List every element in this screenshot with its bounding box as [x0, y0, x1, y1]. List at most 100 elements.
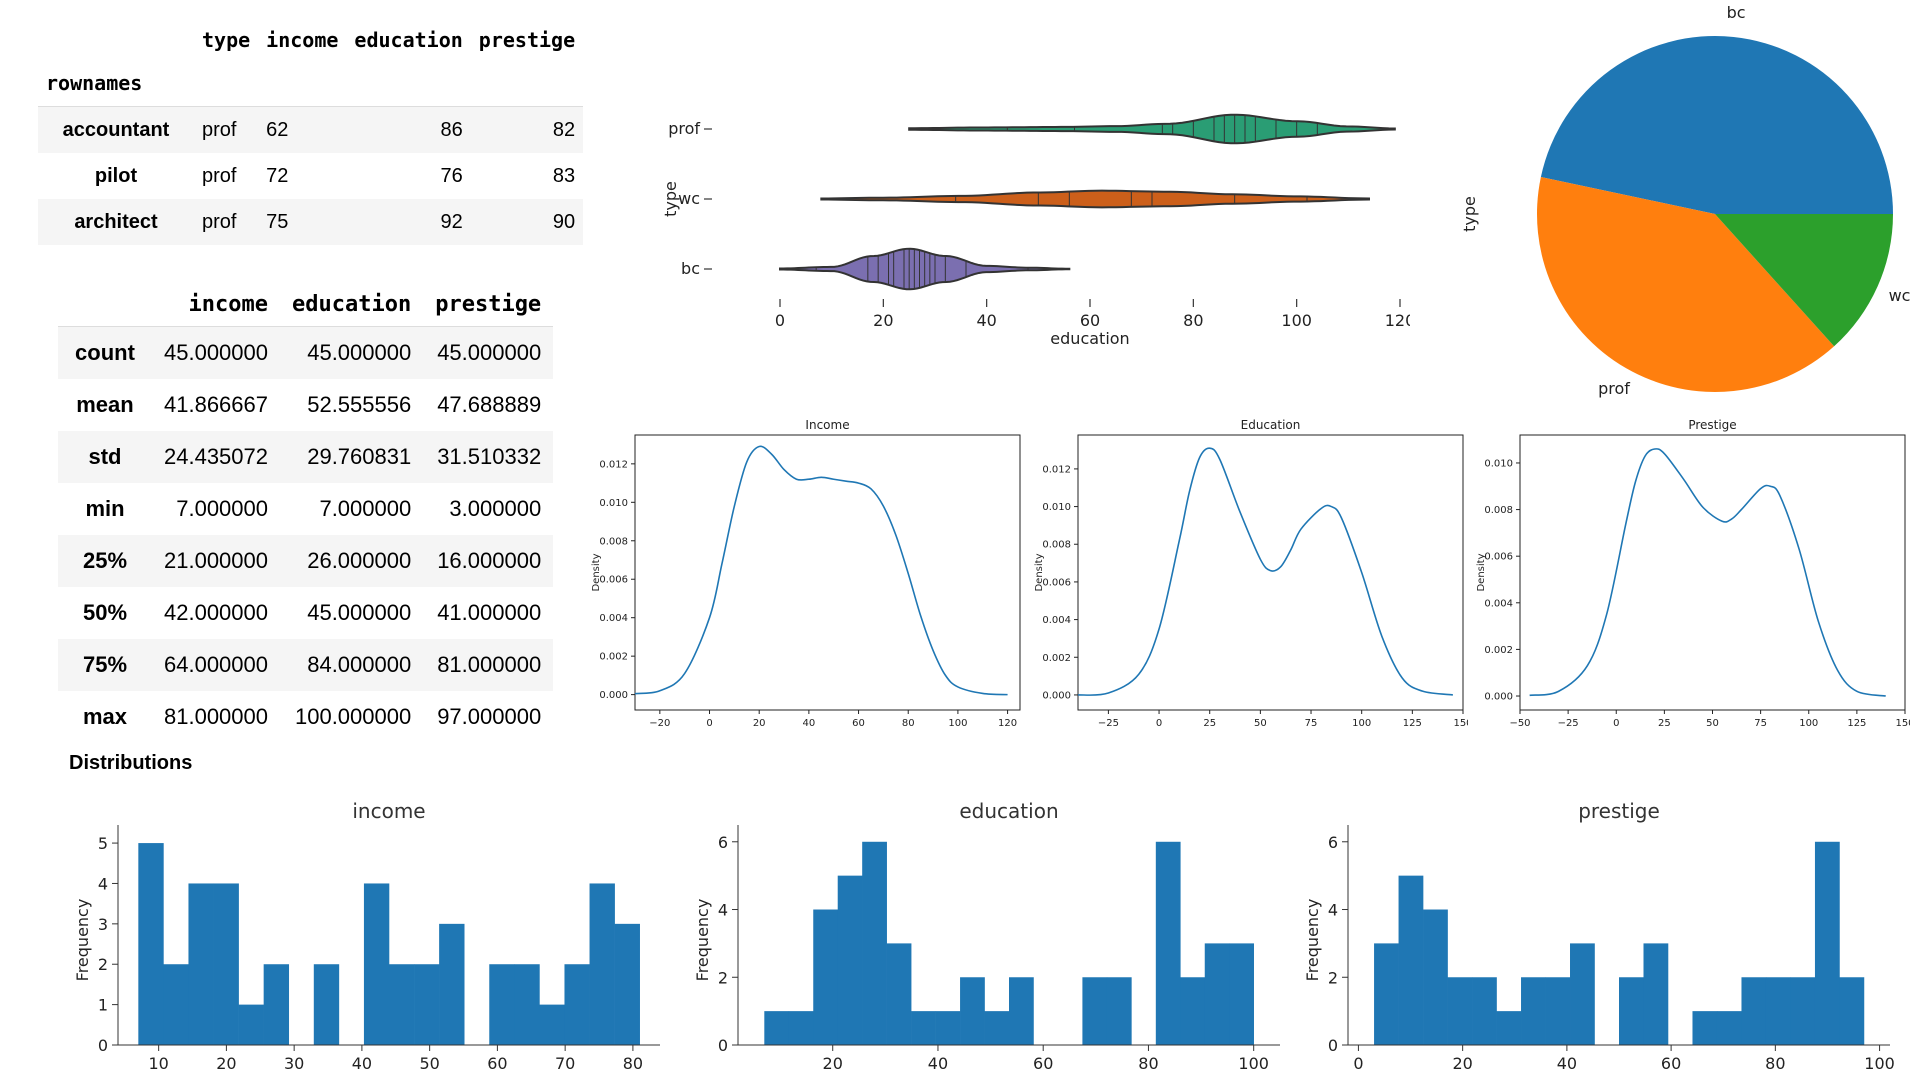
violin-xtick-label: 20 [873, 311, 893, 330]
histogram-bar [1545, 977, 1571, 1045]
violin-xtick-label: 120 [1385, 311, 1410, 330]
histogram-xtick-label: 40 [1557, 1054, 1577, 1073]
column-header: education [354, 28, 463, 52]
histogram-bar [163, 964, 189, 1045]
histogram-ylabel: Frequency [73, 899, 92, 982]
histogram-bar [1814, 841, 1840, 1045]
histogram-ytick-label: 4 [98, 874, 108, 893]
histogram-ytick-label: 2 [98, 955, 108, 974]
cell: 45.000000 [307, 600, 412, 625]
pie-slice-prof [1537, 176, 1835, 392]
kde-xtick-label: 80 [902, 718, 915, 729]
histogram-bar [188, 883, 214, 1045]
kde-ylabel: Density [591, 553, 602, 591]
cell: 45.000000 [307, 340, 412, 365]
histogram-bar [213, 883, 239, 1045]
histogram-bar [1082, 977, 1108, 1045]
cell: 97.000000 [437, 704, 542, 729]
table-row: mean 41.866667 52.555556 47.688889 [58, 379, 553, 431]
cell: 81.000000 [164, 704, 268, 729]
kde-xtick-label: 100 [1352, 718, 1371, 729]
cell: 41.866667 [164, 392, 268, 417]
cell: 76 [440, 164, 463, 187]
column-header: income [266, 28, 339, 52]
row-name: count [75, 340, 135, 365]
row-name: 75% [82, 652, 128, 677]
cell: prof [202, 210, 237, 233]
histogram-bar [1619, 977, 1644, 1045]
histogram-bar [138, 843, 164, 1045]
histogram-bar [263, 964, 290, 1045]
table-row: std 24.435072 29.760831 31.510332 [58, 431, 554, 483]
violin-xtick-label: 80 [1183, 311, 1203, 330]
histogram-bar [1180, 977, 1206, 1045]
cell: 7.000000 [319, 496, 412, 521]
violin-xtick-label: 40 [976, 311, 996, 330]
histogram-xtick-label: 60 [487, 1054, 507, 1073]
histogram-ytick-label: 0 [1328, 1036, 1338, 1055]
kde-ytick-label: 0.002 [1484, 645, 1513, 656]
histogram-ytick-label: 4 [1328, 901, 1338, 920]
kde-line [634, 445, 1008, 696]
cell: 45.000000 [437, 340, 542, 365]
column-header: prestige [478, 28, 576, 52]
violin-category-label: bc [681, 259, 700, 278]
violin-category-label: wc [678, 189, 700, 208]
column-header: income [152, 282, 280, 327]
histogram-bar [1643, 943, 1669, 1045]
histogram-bar [1009, 977, 1034, 1045]
kde-ytick-label: 0.008 [599, 536, 628, 547]
kde-line [1077, 447, 1453, 696]
kde-ytick-label: 0.004 [1484, 598, 1513, 609]
kde-ytick-label: 0.004 [599, 613, 628, 624]
histogram-xtick-label: 70 [555, 1054, 575, 1073]
histogram-xtick-label: 100 [1864, 1054, 1895, 1073]
cell: 75 [266, 210, 289, 233]
cell: 7.000000 [176, 496, 268, 521]
row-name: mean [76, 392, 134, 417]
histogram-bar [589, 883, 615, 1045]
kde-xtick-label: 0 [706, 718, 712, 729]
pie-slice-wc [1715, 214, 1893, 347]
histogram-bar [1447, 977, 1473, 1045]
histogram-bar [1741, 977, 1767, 1045]
histogram-ytick-label: 6 [1328, 833, 1338, 852]
histogram-bar [1765, 977, 1791, 1045]
kde-prestige-chart: Prestige Density 0.000 0.002 0.004 0.006 0.008… [1476, 418, 1910, 729]
kde-xtick-label: 150 [1895, 718, 1910, 729]
histogram-title: prestige [1578, 799, 1660, 823]
kde-xtick-label: 125 [1847, 718, 1866, 729]
table-row: 75% 64.000000 84.000000 81.000000 [58, 639, 554, 691]
histogram-ylabel: Frequency [693, 899, 712, 982]
cell: 72 [266, 164, 289, 187]
histogram-ytick-label: 2 [718, 968, 728, 987]
head-table: type income education prestige rownames … [38, 20, 584, 245]
histogram-bar [1155, 841, 1181, 1045]
cell: 100.000000 [294, 704, 412, 729]
row-name: 50% [82, 600, 128, 625]
cell: 42.000000 [164, 600, 268, 625]
kde-title: Education [1241, 418, 1301, 432]
pie-slice-bc [1540, 35, 1893, 215]
column-header: education [280, 282, 424, 327]
cell: 29.760831 [307, 444, 412, 469]
violin-xtick-label: 60 [1080, 311, 1100, 330]
violin-ylabel: type [661, 181, 680, 217]
histogram-bar [1106, 977, 1132, 1045]
cell: 86 [440, 118, 463, 141]
describe-table: income education prestige count 45.000000… [58, 282, 554, 743]
row-name: accountant [62, 118, 170, 141]
kde-ytick-label: 0.000 [1484, 692, 1513, 703]
histogram-xtick-label: 60 [1033, 1054, 1053, 1073]
cell: 83 [552, 164, 576, 187]
histogram-xtick-label: 20 [1452, 1054, 1472, 1073]
histogram-title: education [959, 799, 1058, 823]
head-table-header: type income education prestige [38, 20, 583, 60]
kde-xtick-label: 120 [998, 718, 1017, 729]
histogram-title: income [352, 799, 425, 823]
kde-xtick-label: 40 [803, 718, 816, 729]
histogram-xtick-label: 80 [623, 1054, 643, 1073]
cell: prof [202, 164, 237, 187]
histogram-bar [1716, 1011, 1742, 1045]
